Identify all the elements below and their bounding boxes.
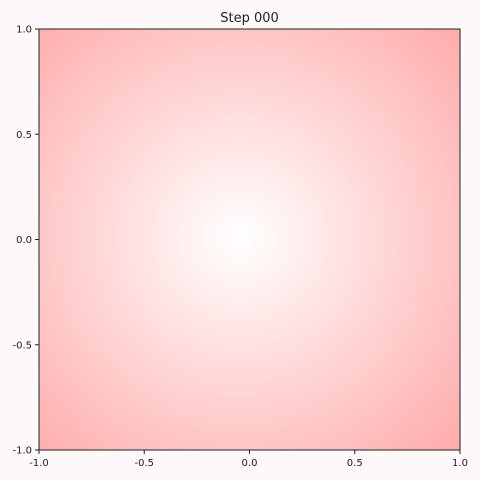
- y-tick-label: -0.5: [12, 340, 32, 351]
- y-tick-label: 1.0: [16, 25, 32, 36]
- y-tick-label: 0.0: [16, 235, 32, 246]
- x-tick-label: -1.0: [29, 458, 49, 469]
- y-tick-label: -1.0: [12, 446, 32, 457]
- heatmap-area: [39, 29, 460, 450]
- x-tick-label: -0.5: [134, 458, 154, 469]
- x-tick-label: 1.0: [452, 458, 468, 469]
- x-axis: -1.0 -0.5 0.0 0.5 1.0: [29, 450, 468, 469]
- y-tick-label: 0.5: [16, 130, 32, 141]
- x-tick-label: 0.5: [347, 458, 363, 469]
- y-axis: -1.0 -0.5 0.0 0.5 1.0: [12, 25, 39, 457]
- x-tick-label: 0.0: [242, 458, 258, 469]
- chart-title: Step 000: [220, 11, 279, 26]
